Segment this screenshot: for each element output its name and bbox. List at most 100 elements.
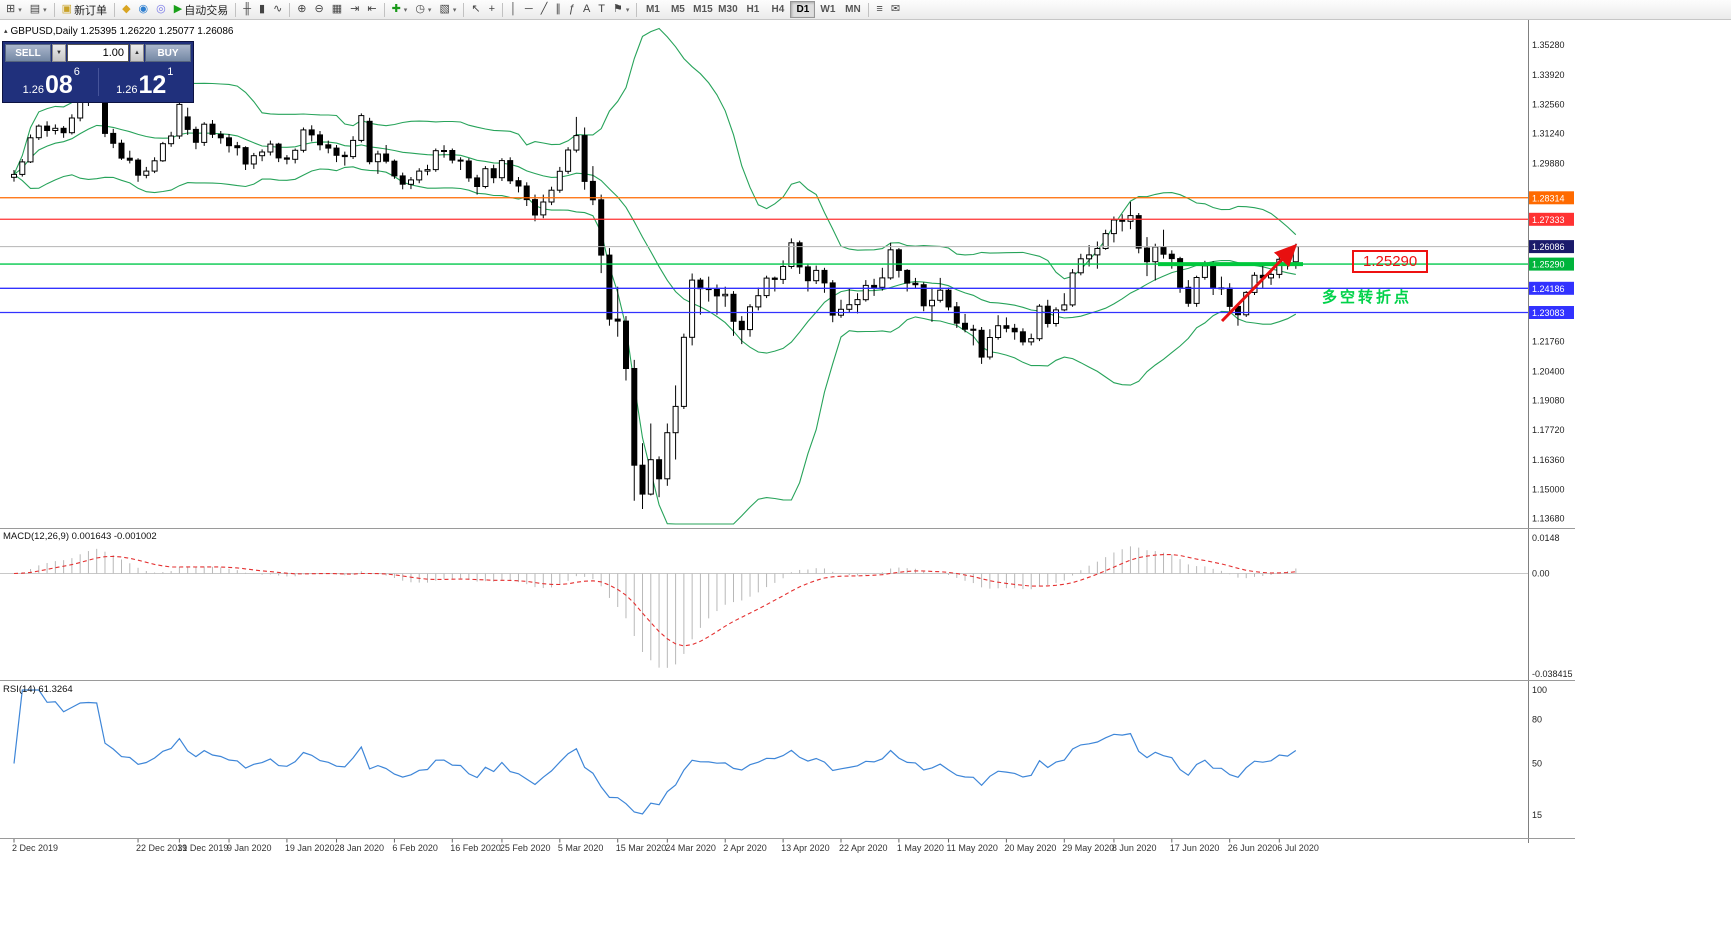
svg-text:5 Mar 2020: 5 Mar 2020 (558, 843, 604, 853)
toolbar-separator (289, 2, 291, 17)
channel-icon[interactable]: ∥ (551, 1, 565, 19)
profiles-icon: ▤ (29, 3, 41, 15)
cursor-icon[interactable]: ↖ (467, 1, 484, 19)
new-order-button[interactable]: ▣ 新订单 (58, 1, 111, 19)
chart-shift-icon[interactable]: ⇤ (363, 1, 380, 19)
alerts-icon: ✉ (890, 3, 901, 15)
sell-price-point: 6 (73, 65, 80, 78)
sell-price-big: 08 (44, 70, 73, 99)
svg-text:29 May 2020: 29 May 2020 (1062, 843, 1114, 853)
timeframe-m15-button[interactable]: M15 (690, 1, 715, 18)
svg-text:-0.038415: -0.038415 (1532, 669, 1573, 679)
vertical-line-icon[interactable]: │ (506, 1, 521, 19)
lot-increase-button[interactable]: ▲ (130, 44, 144, 62)
mql5-market-icon: ◆ (122, 3, 131, 15)
auto-trading-icon: ▶ (173, 3, 183, 15)
zoom-out-icon: ⊖ (314, 3, 324, 15)
chevron-down-icon: ▾ (403, 6, 408, 14)
auto-scroll-icon: ⇥ (350, 3, 360, 15)
line-chart-icon[interactable]: ∿ (269, 1, 286, 19)
text-tool-icon[interactable]: A (579, 1, 594, 19)
toolbar-separator (868, 2, 870, 17)
bollinger-lower (13, 166, 1297, 525)
svg-text:1.26086: 1.26086 (1532, 242, 1565, 252)
profiles-icon[interactable]: ▤ ▾ (26, 1, 51, 19)
templates-icon: ▧ (439, 3, 450, 15)
chevron-down-icon: ▾ (452, 6, 457, 14)
svg-text:15: 15 (1532, 810, 1542, 820)
fibonacci-icon[interactable]: ƒ (565, 1, 579, 19)
horizontal-line-icon[interactable]: ─ (521, 1, 537, 19)
bar-chart-icon[interactable]: ╫ (239, 1, 255, 19)
buy-price[interactable]: 1.26 12 1 (99, 66, 192, 98)
svg-text:15 Mar 2020: 15 Mar 2020 (616, 843, 667, 853)
toolbar-separator (235, 2, 237, 17)
bollinger-bands (13, 27, 1297, 525)
timeframe-m1-button[interactable]: M1 (640, 1, 665, 18)
text-label-icon[interactable]: T (594, 1, 609, 19)
crosshair-icon[interactable]: + (485, 1, 499, 19)
price-callout[interactable]: 1.25290 (1352, 250, 1429, 273)
zoom-out-icon[interactable]: ⊖ (311, 1, 328, 19)
trend-arrow[interactable] (1220, 243, 1298, 323)
indicators-icon[interactable]: ✚ ▾ (388, 1, 412, 19)
horizontal-lines: 1.28314 1.27333 1.26086 1.25290 1.24186 1.230… (0, 191, 1574, 319)
depth-of-market-icon[interactable]: ≡ (872, 1, 886, 19)
lot-size-input[interactable] (67, 44, 129, 62)
community-icon[interactable]: ◉ (135, 1, 153, 19)
timeframe-h1-button[interactable]: H1 (740, 1, 765, 18)
svg-text:16 Feb 2020: 16 Feb 2020 (450, 843, 501, 853)
sell-button[interactable]: SELL (5, 44, 51, 62)
lot-decrease-button[interactable]: ▼ (52, 44, 66, 62)
new-chart-icon: ⊞ (6, 3, 16, 15)
tile-windows-icon[interactable]: ▦ (328, 1, 346, 19)
timeframe-d1-button[interactable]: D1 (790, 1, 816, 18)
arrow-objects-icon[interactable]: ⚑ ▾ (609, 1, 633, 19)
trendline-icon[interactable]: ╱ (537, 1, 552, 19)
axis-label-box (1529, 212, 1574, 226)
timeframe-h4-button[interactable]: H4 (765, 1, 790, 18)
turning-point-note[interactable]: 多空转折点 (1322, 289, 1413, 306)
svg-text:2 Apr 2020: 2 Apr 2020 (723, 843, 767, 853)
arrow-objects-icon: ⚑ (613, 3, 623, 15)
timeframe-w1-button[interactable]: W1 (815, 1, 840, 18)
auto-trading-button[interactable]: ▶ 自动交易 (170, 1, 232, 19)
bollinger-middle (13, 124, 1296, 354)
svg-text:19 Jan 2020: 19 Jan 2020 (285, 843, 335, 853)
svg-text:22 Dec 2019: 22 Dec 2019 (136, 843, 187, 853)
svg-text:100: 100 (1532, 685, 1547, 695)
svg-text:1.27333: 1.27333 (1532, 215, 1565, 225)
price-axis[interactable]: 1.35280 1.33920 1.32560 1.31240 1.29880 1.217… (1528, 20, 1565, 843)
svg-text:24 Mar 2020: 24 Mar 2020 (665, 843, 716, 853)
svg-text:28 Jan 2020: 28 Jan 2020 (335, 843, 385, 853)
toolbar-separator (463, 2, 465, 17)
rsi-line (13, 689, 1297, 815)
svg-text:20 May 2020: 20 May 2020 (1004, 843, 1056, 853)
alerts-icon[interactable]: ✉ (887, 1, 904, 19)
channel-icon: ∥ (555, 3, 561, 15)
axis-label-box (1529, 257, 1574, 271)
svg-text:6 Feb 2020: 6 Feb 2020 (392, 843, 438, 853)
trendline-icon: ╱ (540, 3, 548, 15)
help-icon[interactable]: ◎ (152, 1, 170, 19)
vertical-line-icon: │ (510, 3, 517, 15)
timeframe-m5-button[interactable]: M5 (665, 1, 690, 18)
svg-text:1.23083: 1.23083 (1532, 308, 1565, 318)
timeframe-m30-button[interactable]: M30 (715, 1, 740, 18)
timeframe-mn-button[interactable]: MN (840, 1, 865, 18)
templates-icon[interactable]: ▧ ▾ (435, 1, 460, 19)
axis-label-box (1529, 281, 1574, 295)
candlestick-chart-icon[interactable]: ▮ (255, 1, 269, 19)
new-chart-icon[interactable]: ⊞ ▾ (2, 1, 26, 19)
sell-price[interactable]: 1.26 08 6 (5, 66, 98, 98)
mql5-market-icon[interactable]: ◆ (118, 1, 134, 19)
auto-scroll-icon[interactable]: ⇥ (346, 1, 363, 19)
zoom-in-icon[interactable]: ⊕ (293, 1, 310, 19)
symbol-ohlc-text: GBPUSD,Daily 1.25395 1.26220 1.25077 1.2… (10, 26, 234, 37)
periods-icon[interactable]: ◷ ▾ (411, 1, 435, 19)
buy-button[interactable]: BUY (145, 44, 191, 62)
